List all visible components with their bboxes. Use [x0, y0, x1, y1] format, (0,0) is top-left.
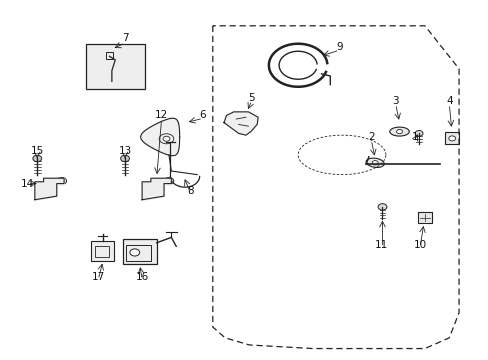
Circle shape [414, 131, 422, 136]
Text: 15: 15 [31, 146, 44, 156]
Polygon shape [224, 112, 258, 135]
Bar [445, 132, 458, 144]
Text: 13: 13 [118, 146, 131, 156]
Text: 14: 14 [21, 179, 34, 189]
Text: 2: 2 [367, 132, 374, 142]
Ellipse shape [389, 127, 408, 136]
Bar [86, 44, 144, 89]
Circle shape [57, 177, 66, 185]
Bar [91, 241, 114, 261]
Text: 17: 17 [91, 272, 104, 282]
Text: 8: 8 [187, 186, 194, 196]
Text: 4: 4 [445, 96, 452, 106]
Circle shape [130, 249, 140, 256]
Text: 6: 6 [199, 111, 206, 121]
Bar [105, 52, 113, 59]
Text: 11: 11 [374, 239, 387, 249]
Text: 9: 9 [336, 42, 342, 52]
Circle shape [163, 136, 169, 141]
Text: 1: 1 [411, 132, 418, 142]
Text: 10: 10 [413, 239, 426, 249]
Circle shape [163, 177, 173, 185]
Circle shape [121, 155, 129, 162]
Circle shape [396, 130, 402, 134]
Text: 3: 3 [391, 96, 398, 106]
Circle shape [448, 136, 455, 141]
Circle shape [377, 204, 386, 210]
Polygon shape [142, 178, 171, 200]
Polygon shape [141, 118, 179, 156]
Circle shape [371, 161, 377, 165]
Text: 7: 7 [122, 33, 128, 43]
Text: 5: 5 [248, 93, 255, 103]
Circle shape [33, 155, 41, 162]
Text: 16: 16 [135, 272, 148, 282]
Bar [122, 239, 157, 264]
Bar [126, 244, 151, 261]
Polygon shape [35, 178, 64, 200]
Ellipse shape [366, 158, 384, 167]
Text: 12: 12 [155, 111, 168, 121]
Bar [417, 212, 431, 223]
Bar [95, 246, 109, 257]
